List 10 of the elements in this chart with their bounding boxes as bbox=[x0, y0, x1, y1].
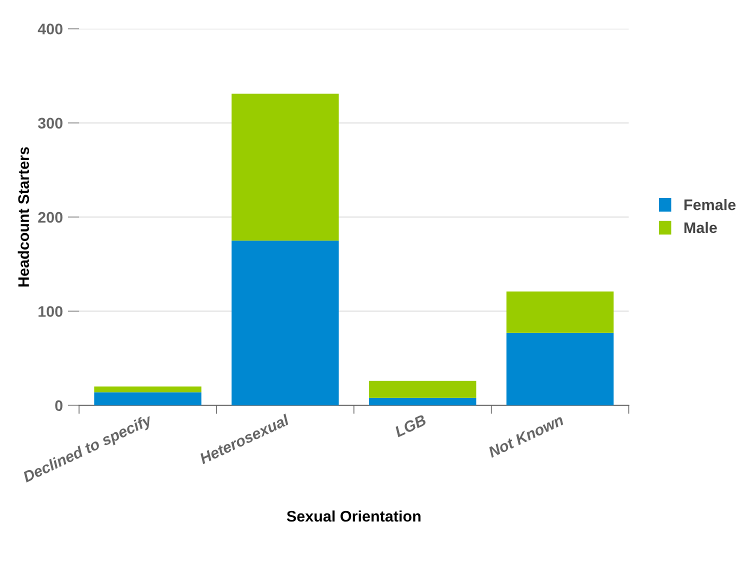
y-tick-label: 100 bbox=[38, 306, 62, 317]
legend-label: Male bbox=[684, 222, 717, 234]
y-tick-label: 300 bbox=[38, 118, 62, 129]
legend-label: Female bbox=[684, 199, 736, 210]
y-tick-label: 200 bbox=[38, 212, 62, 223]
y-tick-label: 400 bbox=[38, 24, 62, 34]
x-axis-title: Sexual Orientation bbox=[286, 510, 420, 522]
y-tick-label: 0 bbox=[55, 400, 62, 412]
y-axis-title: Headcount Starters bbox=[18, 147, 30, 286]
x-tick-label: LGB bbox=[394, 414, 427, 438]
